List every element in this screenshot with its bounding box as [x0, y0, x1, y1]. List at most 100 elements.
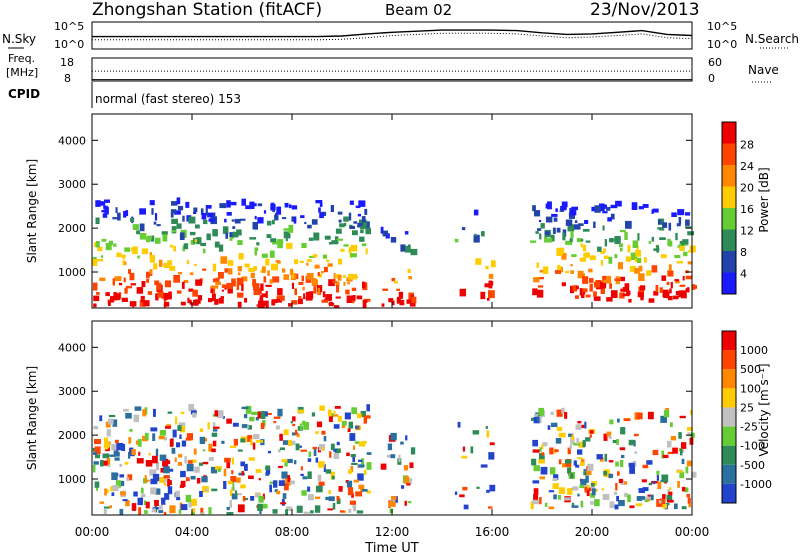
scatter-cell — [133, 491, 138, 497]
scatter-cell — [661, 474, 669, 483]
scatter-cell — [291, 282, 295, 289]
scatter-cell — [255, 492, 260, 498]
scatter-cell — [310, 510, 314, 514]
scatter-cell — [567, 447, 571, 455]
scatter-cell — [382, 230, 388, 237]
scatter-cell — [164, 493, 170, 500]
scatter-cell — [615, 461, 619, 467]
scatter-cell — [571, 434, 574, 441]
scatter-cell — [612, 440, 618, 444]
scatter-cell — [638, 488, 645, 493]
scatter-cell — [575, 424, 582, 430]
scatter-cell — [366, 462, 372, 470]
scatter-cell — [300, 449, 307, 452]
scatter-cell — [619, 243, 623, 248]
scatter-cell — [582, 440, 586, 447]
scatter-cell — [582, 244, 587, 252]
scatter-cell — [539, 447, 542, 452]
y-tick-label: 4000 — [58, 134, 86, 147]
scatter-cell — [602, 275, 607, 283]
scatter-cell — [180, 301, 186, 306]
scatter-cell — [577, 449, 583, 455]
scatter-cell — [682, 275, 685, 281]
scatter-cell — [307, 458, 312, 462]
scatter-cell — [227, 480, 233, 485]
scatter-cell — [577, 270, 584, 279]
scatter-cell — [398, 454, 401, 462]
scatter-cell — [691, 471, 697, 478]
scatter-cell — [193, 448, 197, 455]
scatter-cell — [643, 257, 647, 263]
scatter-cell — [252, 283, 260, 290]
scatter-cell — [101, 460, 108, 466]
scatter-cell — [567, 488, 573, 495]
scatter-cell — [681, 458, 685, 464]
scatter-cell — [312, 254, 318, 258]
scatter-cell — [226, 282, 233, 289]
scatter-cell — [283, 483, 289, 491]
scatter-cell — [212, 429, 218, 432]
scatter-cell — [662, 454, 669, 458]
scatter-cell — [171, 218, 178, 224]
scatter-cell — [311, 412, 316, 417]
scatter-cell — [193, 207, 198, 213]
scatter-cell — [330, 205, 334, 212]
scatter-cell — [305, 291, 312, 300]
scatter-cell — [277, 261, 281, 264]
scatter-cell — [352, 230, 358, 236]
scatter-cell — [659, 287, 663, 293]
scatter-cell — [640, 293, 644, 301]
scatter-cell — [392, 300, 395, 306]
scatter-cell — [230, 476, 237, 483]
scatter-cell — [281, 459, 288, 463]
scatter-cell — [289, 440, 296, 446]
scatter-cell — [687, 287, 690, 293]
scatter-cell — [185, 494, 192, 503]
colorbar-tick-label: -100 — [740, 440, 765, 453]
scatter-cell — [565, 270, 570, 274]
scatter-cell — [140, 494, 144, 499]
scatter-cell — [306, 259, 312, 262]
scatter-cell — [687, 432, 691, 437]
scatter-cell — [601, 488, 604, 491]
scatter-cell — [155, 507, 159, 510]
freq-panel-frame — [91, 57, 693, 82]
scatter-cell — [174, 210, 181, 215]
scatter-cell — [190, 498, 197, 506]
scatter-cell — [590, 501, 594, 505]
scatter-cell — [350, 465, 354, 473]
scatter-cell — [625, 220, 632, 229]
scatter-cell — [678, 432, 682, 439]
scatter-cell — [275, 298, 283, 303]
scatter-cell — [408, 276, 412, 280]
scatter-cell — [158, 259, 163, 267]
colorbar-tick-label: 16 — [740, 203, 754, 216]
scatter-cell — [349, 433, 356, 441]
scatter-cell — [155, 293, 159, 301]
scatter-cell — [243, 414, 248, 419]
scatter-cell — [602, 279, 608, 283]
scatter-cell — [325, 469, 332, 474]
scatter-cell — [223, 481, 227, 489]
scatter-cell — [604, 239, 607, 247]
scatter-cell — [679, 284, 686, 287]
scatter-cell — [222, 416, 225, 419]
scatter-cell — [99, 277, 106, 281]
scatter-cell — [258, 496, 264, 503]
scatter-cell — [277, 288, 283, 296]
scatter-cell — [541, 444, 544, 450]
scatter-cell — [287, 475, 290, 483]
scatter-cell — [569, 444, 572, 450]
scatter-cell — [250, 496, 255, 501]
scatter-cell — [691, 284, 696, 290]
scatter-cell — [117, 212, 121, 221]
scatter-cell — [102, 213, 108, 218]
scatter-cell — [461, 227, 466, 231]
scatter-cell — [548, 506, 555, 510]
scatter-cell — [252, 279, 257, 287]
scatter-cell — [169, 505, 176, 514]
scatter-cell — [665, 291, 670, 299]
scatter-cell — [108, 418, 114, 425]
scatter-cell — [403, 465, 409, 471]
scatter-cell — [600, 250, 605, 254]
